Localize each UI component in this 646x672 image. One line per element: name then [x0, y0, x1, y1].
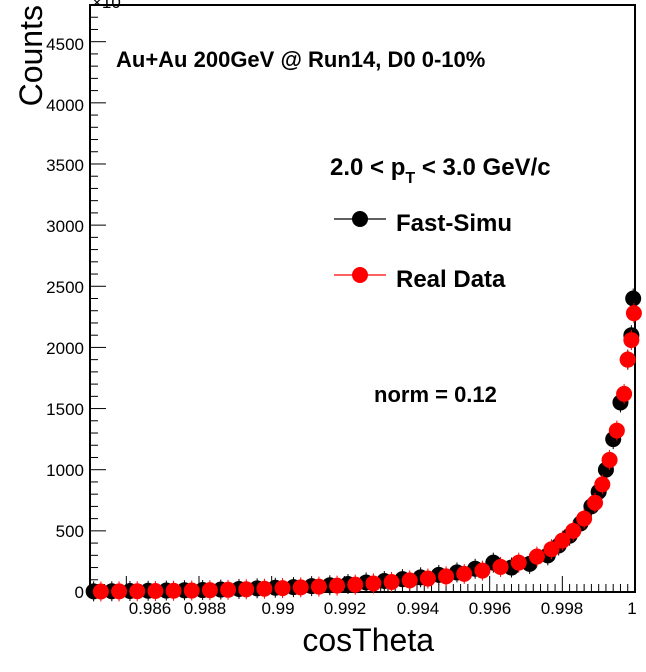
y-tick-label: 1500: [46, 400, 84, 419]
y-tick-label: 1000: [46, 461, 84, 480]
legend-marker: [352, 211, 368, 227]
y-axis-title: Counts: [13, 5, 49, 106]
data-series: [85, 288, 642, 602]
legend-entry-real-data: Real Data: [334, 266, 506, 293]
data-point: [528, 548, 545, 565]
x-tick-label: 0.998: [541, 599, 584, 618]
data-point: [594, 476, 611, 493]
y-tick-label: 2500: [46, 278, 84, 297]
pt-range-suffix: < 3.0 GeV/c: [415, 154, 550, 181]
legend-marker: [352, 267, 368, 283]
data-point: [310, 578, 327, 595]
x-tick-label: 0.986: [129, 599, 172, 618]
x-tick-labels: 0.986 0.988 0.99 0.992 0.994 0.996 0.998…: [129, 599, 637, 618]
legend-entry-fast-simu: Fast-Simu: [334, 210, 512, 237]
norm-label: norm = 0.12: [374, 382, 497, 407]
data-point: [608, 422, 625, 439]
data-point: [619, 351, 636, 368]
x-tick-label: 0.996: [469, 599, 512, 618]
data-point: [274, 580, 291, 597]
data-point: [623, 332, 640, 349]
x-tick-label: 0.988: [184, 599, 227, 618]
y-tick-label: 4500: [46, 35, 84, 54]
legend-label: Real Data: [396, 266, 506, 293]
data-point: [587, 494, 604, 511]
data-point: [625, 305, 642, 322]
chart-title: Au+Au 200GeV @ Run14, D0 0-10%: [116, 47, 485, 72]
data-point: [456, 565, 473, 582]
axis-ticks: [89, 16, 636, 593]
data-point: [256, 580, 273, 597]
x-tick-label: 0.994: [397, 599, 440, 618]
data-point: [129, 583, 146, 600]
pt-range-subscript: T: [405, 170, 415, 187]
y-tick-label: 0: [75, 583, 84, 602]
data-point: [543, 541, 560, 558]
y-tick-label: 500: [56, 522, 84, 541]
data-point: [492, 558, 509, 575]
x-tick-label: 0.992: [324, 599, 367, 618]
data-point: [365, 575, 382, 592]
legend-label: Fast-Simu: [396, 210, 512, 237]
series-fast-simu: [85, 288, 642, 602]
y-tick-labels: 0 500 1000 1500 2000 2500 3000 3500 4000…: [46, 35, 84, 602]
data-point: [165, 582, 182, 599]
data-point: [383, 573, 400, 590]
data-point: [111, 583, 128, 600]
pt-range-label: 2.0 < pT < 3.0 GeV/c: [330, 154, 551, 187]
axis-exponent-label: ×10: [92, 0, 121, 12]
series-real-data: [92, 303, 642, 602]
data-point: [183, 582, 200, 599]
data-point: [510, 554, 527, 571]
data-point: [201, 582, 218, 599]
data-point: [625, 290, 642, 307]
data-point: [565, 522, 582, 539]
y-tick-label: 2000: [46, 339, 84, 358]
y-tick-label: 4000: [46, 96, 84, 115]
x-tick-label: 1: [627, 599, 636, 618]
data-point: [601, 451, 618, 468]
y-tick-label: 3000: [46, 217, 84, 236]
data-point: [238, 581, 255, 598]
data-point: [438, 568, 455, 585]
data-point: [576, 510, 593, 527]
data-point: [92, 583, 109, 600]
data-point: [401, 572, 418, 589]
data-point: [554, 532, 571, 549]
data-point: [329, 577, 346, 594]
plot-frame: [89, 4, 636, 593]
pt-range-prefix: 2.0 < p: [330, 154, 405, 181]
x-axis-title: cosTheta: [302, 622, 434, 658]
data-point: [220, 581, 237, 598]
data-point: [292, 579, 309, 596]
y-tick-label: 3500: [46, 156, 84, 175]
data-point: [474, 562, 491, 579]
data-point: [347, 576, 364, 593]
data-point: [419, 570, 436, 587]
data-point: [147, 583, 164, 600]
x-tick-label: 0.99: [261, 599, 294, 618]
legend: Fast-Simu Real Data: [334, 210, 512, 293]
data-point: [616, 385, 633, 402]
